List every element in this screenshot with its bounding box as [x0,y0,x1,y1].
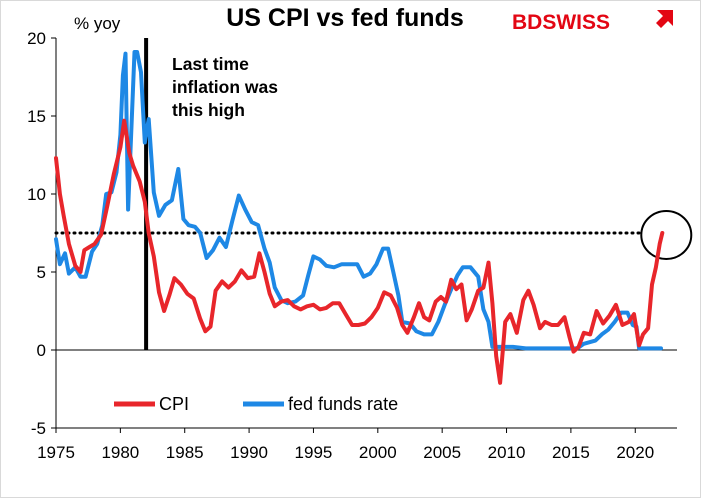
x-tick-label: 1985 [166,443,204,462]
y-tick-label: 0 [37,341,46,360]
y-tick-label: 5 [37,263,46,282]
y-tick-label: 15 [27,107,46,126]
brand-logo-arrow-icon [656,10,673,28]
annotation-line-3: this high [172,100,245,120]
x-tick-label: 1995 [295,443,333,462]
annotation-line-1: Last time [172,54,249,74]
y-tick-label: -5 [31,419,46,438]
legend-label-fed-funds: fed funds rate [288,394,398,414]
legend-label-cpi: CPI [159,394,189,414]
brand-logo: BDSWISS [512,10,673,34]
x-tick-label: 1975 [37,443,75,462]
highlight-circle [640,210,693,260]
x-tick-label: 2005 [423,443,461,462]
x-tick-label: 2020 [616,443,654,462]
x-tick-label: 2015 [552,443,590,462]
x-tick-label: 1980 [101,443,139,462]
y-axis-label: % yoy [74,14,121,33]
y-tick-label: 20 [27,29,46,48]
brand-logo-text: BDSWISS [512,11,610,34]
annotation-line-2: inflation was [172,77,278,97]
x-tick-label: 1990 [230,443,268,462]
x-tick-label: 2000 [359,443,397,462]
series-line-cpi [54,118,665,385]
chart-title: US CPI vs fed funds [226,4,464,32]
series-layer [54,50,665,385]
reference-markers [54,38,693,350]
series-line-fed-funds [54,50,663,351]
y-tick-label: 10 [27,185,46,204]
legend: CPI fed funds rate [114,394,398,414]
x-tick-label: 2010 [488,443,526,462]
annotation: Last time inflation was this high [172,54,278,120]
